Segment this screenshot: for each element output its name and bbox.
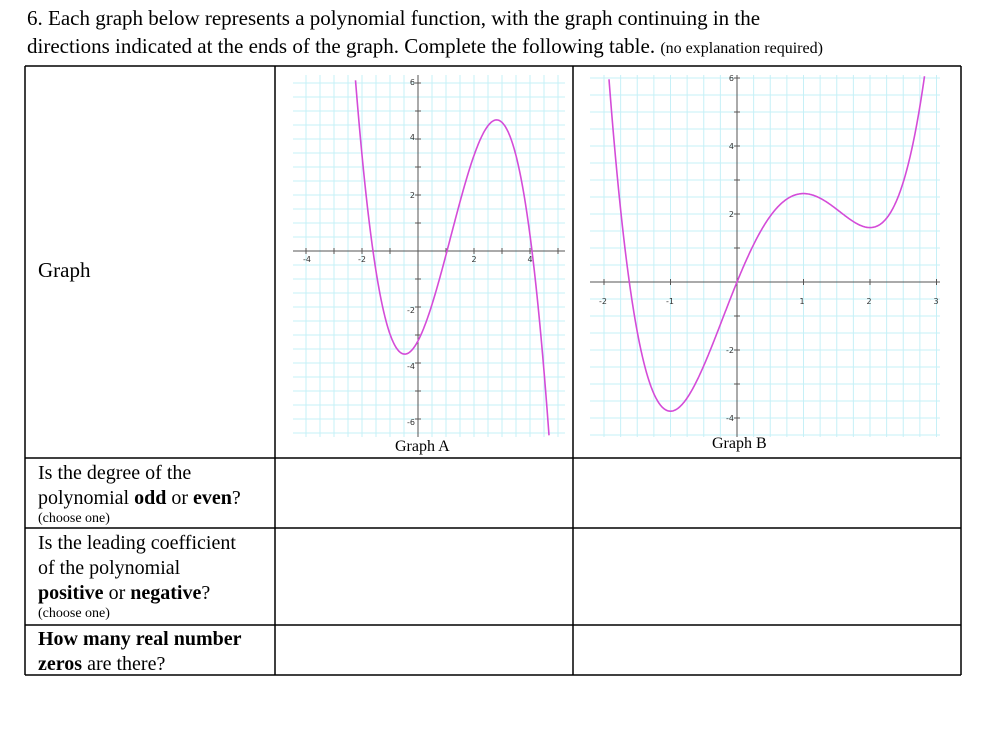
x-tick-label: 2: [471, 255, 476, 264]
y-tick-label: -2: [726, 346, 734, 355]
function-curve: [608, 76, 926, 412]
question-line: directions indicated at the ends of the …: [27, 34, 823, 59]
y-tick-label: -6: [407, 418, 415, 427]
function-curve: [354, 80, 550, 436]
y-tick-label: 4: [729, 142, 734, 151]
question-cell: Is the degree of the polynomial odd or ev…: [38, 461, 241, 526]
y-tick-label: 2: [729, 210, 734, 219]
text: Is the degree of the: [38, 462, 192, 484]
question-line: 6. Each graph below represents a polynom…: [27, 6, 761, 30]
x-tick-label: 4: [527, 255, 532, 264]
y-tick-label: 6: [729, 74, 734, 83]
text: ?: [231, 487, 241, 509]
y-tick-label: 6: [410, 78, 415, 87]
text: ?: [201, 582, 211, 604]
x-tick-label: 2: [866, 297, 871, 306]
bold-text: positive: [38, 582, 104, 604]
text: are there?: [82, 653, 166, 675]
question-cell: Is the leading coefficient of the polynom…: [38, 531, 236, 621]
bold-text: negative: [130, 582, 202, 604]
text: polynomial: [38, 487, 135, 509]
bold-text: zeros: [38, 653, 83, 675]
text: of the polynomial: [38, 557, 181, 579]
bold-text: How many real number: [38, 628, 242, 650]
graph-caption: Graph A: [395, 438, 450, 455]
text: or: [103, 582, 131, 604]
question-cell: How many real number zeros are there?: [38, 627, 242, 677]
text-line: zeros are there?: [38, 652, 242, 677]
bold-text: odd: [134, 487, 167, 509]
x-tick-label: -4: [303, 255, 311, 264]
y-tick-label: -2: [407, 306, 415, 315]
choose-note: (choose one): [38, 511, 110, 526]
text-line: How many real number: [38, 627, 242, 652]
x-tick-label: 3: [933, 297, 938, 306]
text-line: Is the degree of the: [38, 461, 241, 486]
y-tick-label: 2: [410, 191, 415, 200]
y-tick-label: -4: [726, 414, 734, 423]
question-text: directions indicated at the ends of the …: [27, 34, 656, 58]
text: or: [166, 487, 194, 509]
choose-note: (choose one): [38, 606, 110, 621]
y-tick-label: -4: [407, 362, 415, 371]
x-tick-label: 1: [799, 297, 804, 306]
text-line: polynomial odd or even?: [38, 486, 241, 511]
text-line: of the polynomial: [38, 556, 236, 581]
text-line: positive or negative?: [38, 581, 236, 606]
x-tick-label: -1: [666, 297, 674, 306]
y-tick-label: 4: [410, 133, 415, 142]
x-tick-label: -2: [599, 297, 607, 306]
x-tick-label: -2: [358, 255, 366, 264]
question-note: (no explanation required): [660, 40, 823, 57]
row-header: Graph: [38, 258, 91, 282]
text: Is the leading coefficient: [38, 532, 236, 554]
bold-text: even: [193, 487, 232, 509]
graph-caption: Graph B: [712, 435, 767, 452]
text-line: Is the leading coefficient: [38, 531, 236, 556]
